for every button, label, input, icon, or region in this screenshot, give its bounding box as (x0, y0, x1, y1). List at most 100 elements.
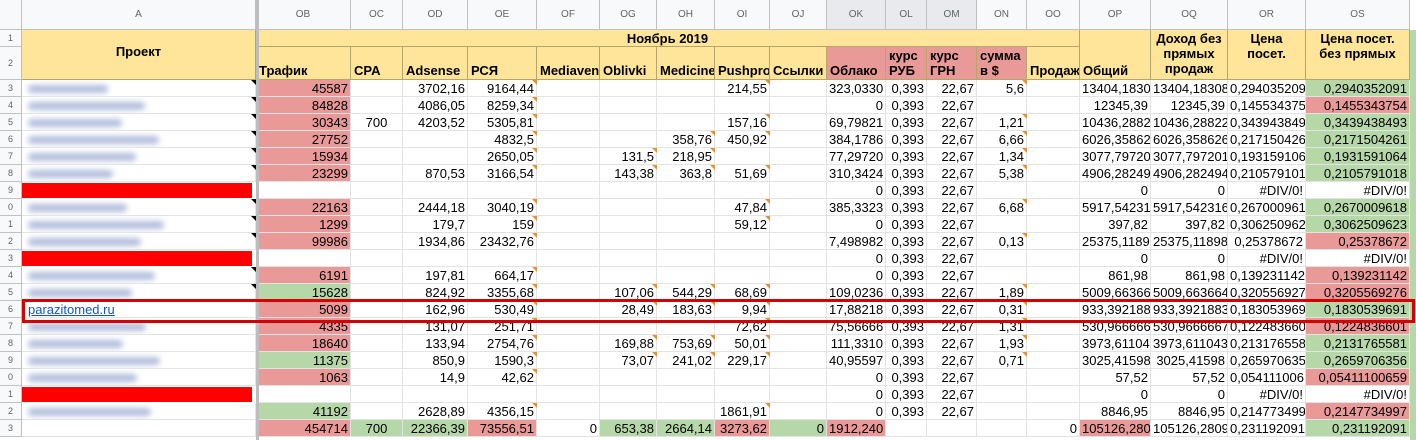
cell-r16-og[interactable]: 28,49 (600, 301, 657, 318)
cell-r19-oi[interactable]: 229,17 (715, 352, 770, 369)
row-header-23[interactable]: 3 (0, 420, 22, 437)
cell-r20-oo[interactable] (1027, 369, 1080, 386)
select-all-corner[interactable] (0, 0, 22, 30)
column-header-oi[interactable]: OI (715, 0, 770, 30)
cell-r23-on[interactable] (977, 420, 1027, 437)
cell-r18-oh[interactable]: 753,69 (657, 335, 715, 352)
cell-r13-on[interactable] (977, 250, 1027, 267)
cell-r11-oc[interactable] (351, 216, 403, 233)
cell-r20-op[interactable]: 57,52 (1080, 369, 1151, 386)
cell-r20-of[interactable] (537, 369, 600, 386)
cell-r20-oc[interactable] (351, 369, 403, 386)
cell-r7-on[interactable]: 1,34 (977, 148, 1027, 165)
cell-r6-op[interactable]: 6026,35862 (1080, 131, 1151, 148)
cell-r23-oe[interactable]: 73556,51 (468, 420, 537, 437)
cell-r16-ok[interactable]: 17,88218 (827, 301, 886, 318)
cell-r12-on[interactable]: 0,13 (977, 233, 1027, 250)
cell-r22-oe[interactable]: 4356,15 (468, 403, 537, 420)
row-header-21[interactable]: 1 (0, 386, 22, 403)
cell-r10-om[interactable]: 22,67 (927, 199, 977, 216)
cell-r5-og[interactable] (600, 114, 657, 131)
cell-r22-oj[interactable] (770, 403, 827, 420)
cell-r7-oc[interactable] (351, 148, 403, 165)
cell-r14-or[interactable]: 0,139231142 (1228, 267, 1306, 284)
cell-r11-ob[interactable]: 1299 (256, 216, 351, 233)
cell-r14-og[interactable] (600, 267, 657, 284)
cell-r19-om[interactable]: 22,67 (927, 352, 977, 369)
cell-r13-oq[interactable]: 0 (1151, 250, 1228, 267)
project-cell-blurred[interactable] (22, 233, 256, 250)
cell-r4-oe[interactable]: 8259,34 (468, 97, 537, 114)
column-header-os[interactable]: OS (1306, 0, 1410, 30)
cell-r20-ol[interactable]: 0,393 (886, 369, 927, 386)
cell-r10-op[interactable]: 5917,54231 (1080, 199, 1151, 216)
cell-r11-ok[interactable]: 0 (827, 216, 886, 233)
cell-r9-os[interactable]: #DIV/0! (1306, 182, 1410, 199)
row-header-19[interactable]: 9 (0, 352, 22, 369)
cell-r20-om[interactable]: 22,67 (927, 369, 977, 386)
cell-r16-oe[interactable]: 530,49 (468, 301, 537, 318)
cell-r8-oi[interactable]: 51,69 (715, 165, 770, 182)
cell-r14-os[interactable]: 0,139231142 (1306, 267, 1410, 284)
cell-r11-og[interactable] (600, 216, 657, 233)
cell-r15-or[interactable]: 0,320556927 (1228, 284, 1306, 301)
cell-r12-oc[interactable] (351, 233, 403, 250)
cell-r3-od[interactable]: 3702,16 (403, 80, 468, 97)
cell-r6-of[interactable] (537, 131, 600, 148)
cell-r13-of[interactable] (537, 250, 600, 267)
cell-r8-os[interactable]: 0,2105791018 (1306, 165, 1410, 182)
cell-r18-ok[interactable]: 111,3310 (827, 335, 886, 352)
cell-r8-oq[interactable]: 4906,282494 (1151, 165, 1228, 182)
cell-r15-oj[interactable] (770, 284, 827, 301)
project-cell-blurred[interactable] (22, 318, 256, 335)
cell-r7-oh[interactable]: 218,95 (657, 148, 715, 165)
cell-r6-oh[interactable]: 358,76 (657, 131, 715, 148)
cell-r15-of[interactable] (537, 284, 600, 301)
cell-r19-op[interactable]: 3025,41598 (1080, 352, 1151, 369)
cell-r12-og[interactable] (600, 233, 657, 250)
cell-r23-or[interactable]: 0,231192091 (1228, 420, 1306, 437)
cell-r19-ob[interactable]: 11375 (256, 352, 351, 369)
cell-r4-oi[interactable] (715, 97, 770, 114)
cell-r16-oq[interactable]: 933,3921883 (1151, 301, 1228, 318)
row-header-20[interactable]: 0 (0, 369, 22, 386)
cell-r7-oq[interactable]: 3077,797201 (1151, 148, 1228, 165)
cell-r12-od[interactable]: 1934,86 (403, 233, 468, 250)
cell-r17-om[interactable]: 22,67 (927, 318, 977, 335)
cell-r3-oi[interactable]: 214,55 (715, 80, 770, 97)
cell-r5-os[interactable]: 0,3439438493 (1306, 114, 1410, 131)
cell-r9-ob[interactable] (256, 182, 351, 199)
cell-r5-oe[interactable]: 5305,81 (468, 114, 537, 131)
cell-r16-om[interactable]: 22,67 (927, 301, 977, 318)
cell-r19-oj[interactable] (770, 352, 827, 369)
cell-r16-oc[interactable] (351, 301, 403, 318)
cell-r13-or[interactable]: #DIV/0! (1228, 250, 1306, 267)
cell-r11-oj[interactable] (770, 216, 827, 233)
cell-r9-ol[interactable]: 0,393 (886, 182, 927, 199)
cell-r16-ob[interactable]: 5099 (256, 301, 351, 318)
cell-r18-oj[interactable] (770, 335, 827, 352)
cell-r17-ob[interactable]: 4335 (256, 318, 351, 335)
cell-r6-ol[interactable]: 0,393 (886, 131, 927, 148)
cell-r18-op[interactable]: 3973,61104 (1080, 335, 1151, 352)
cell-r9-of[interactable] (537, 182, 600, 199)
row-header-13[interactable]: 3 (0, 250, 22, 267)
column-header-a[interactable]: A (22, 0, 256, 30)
cell-r9-oo[interactable] (1027, 182, 1080, 199)
cell-r17-op[interactable]: 530,966666 (1080, 318, 1151, 335)
cell-r6-om[interactable]: 22,67 (927, 131, 977, 148)
cell-r18-on[interactable]: 1,93 (977, 335, 1027, 352)
cell-r3-or[interactable]: 0,294035209 (1228, 80, 1306, 97)
cell-r11-oq[interactable]: 397,82 (1151, 216, 1228, 233)
cell-r15-oc[interactable] (351, 284, 403, 301)
cell-r20-ob[interactable]: 1063 (256, 369, 351, 386)
row-header-8[interactable]: 8 (0, 165, 22, 182)
cell-r13-og[interactable] (600, 250, 657, 267)
cell-r7-oj[interactable] (770, 148, 827, 165)
cell-r6-ok[interactable]: 384,1786 (827, 131, 886, 148)
cell-r8-ob[interactable]: 23299 (256, 165, 351, 182)
cell-r10-oi[interactable]: 47,84 (715, 199, 770, 216)
row-header-3[interactable]: 3 (0, 80, 22, 97)
cell-r18-od[interactable]: 133,94 (403, 335, 468, 352)
cell-r11-on[interactable] (977, 216, 1027, 233)
